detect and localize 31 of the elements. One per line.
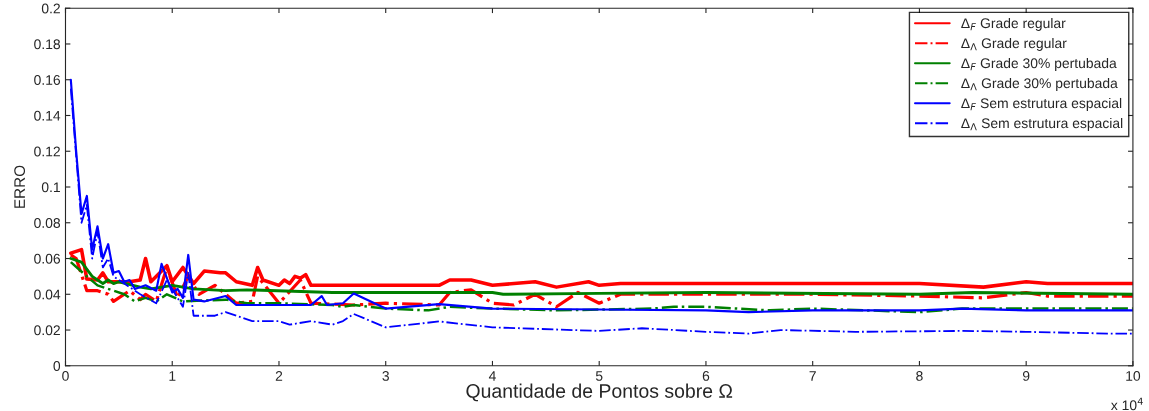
y-tick-label: 0.02 [34, 325, 60, 336]
x-tick-label: 0 [62, 371, 69, 381]
x-tick-label: 8 [916, 371, 923, 381]
legend-label: Δ$_{F}$ Grade 30% pertubada [961, 57, 1117, 71]
y-tick-label: 0.08 [34, 218, 61, 228]
y-tick-label: 0.14 [34, 110, 61, 121]
x-tick-label: 7 [809, 371, 816, 381]
legend-label: Δ$_{Λ}$ Grade regular [961, 37, 1067, 51]
y-tick-label: 0.18 [34, 39, 61, 50]
x-tick-label: 2 [275, 371, 283, 381]
y-tick-label: 0.06 [34, 253, 61, 264]
y-tick-label: 0.04 [34, 289, 61, 300]
x-tick-label: 10 [1126, 371, 1141, 381]
y-tick-label: 0.16 [34, 75, 61, 85]
x-tick-label: 5 [595, 371, 603, 381]
text: x 10$^{4}$ [1110, 397, 1143, 411]
x-axis-title: Quantidade de Pontos sobre Ω [466, 383, 733, 402]
x-tick-label: 1 [169, 371, 176, 381]
legend-label: Δ$_{Λ}$ Sem estrutura espacial [961, 117, 1123, 131]
y-tick-label: 0 [53, 361, 61, 371]
y-tick-label: 0.2 [41, 3, 60, 14]
x-tick-label: 4 [488, 371, 496, 381]
x-tick-label: 6 [702, 371, 710, 381]
legend-label: Δ$_{F}$ Grade regular [961, 17, 1066, 31]
y-axis-title: ERRO [14, 165, 26, 208]
y-tick-label: 0.1 [41, 182, 60, 193]
y-tick-label: 0.12 [34, 146, 60, 157]
x-tick-label: 3 [382, 371, 389, 381]
legend-label: Δ$_{F}$ Sem estrutura espacial [961, 97, 1122, 111]
x-tick-label: 9 [1022, 371, 1030, 381]
legend-label: Δ$_{Λ}$ Grade 30% pertubada [961, 77, 1118, 91]
